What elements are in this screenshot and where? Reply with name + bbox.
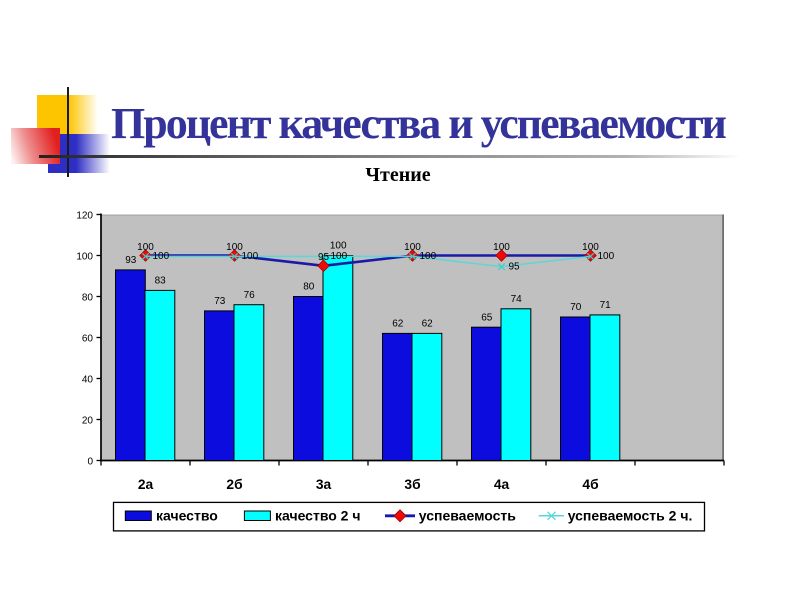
svg-text:62: 62: [392, 319, 404, 330]
svg-text:успеваемость: успеваемость: [419, 508, 516, 524]
svg-text:100: 100: [582, 242, 599, 253]
svg-text:70: 70: [570, 302, 582, 313]
svg-text:100: 100: [137, 242, 154, 253]
svg-text:2б: 2б: [226, 477, 242, 492]
svg-text:40: 40: [82, 375, 94, 386]
svg-text:100: 100: [493, 242, 510, 253]
svg-text:успеваемость 2 ч.: успеваемость 2 ч.: [568, 508, 693, 524]
svg-text:80: 80: [303, 282, 315, 293]
svg-text:3б: 3б: [404, 477, 420, 492]
svg-text:0: 0: [87, 457, 93, 468]
svg-text:качество: качество: [156, 508, 218, 524]
svg-text:100: 100: [331, 251, 348, 262]
svg-text:20: 20: [82, 416, 94, 427]
svg-text:4б: 4б: [582, 477, 598, 492]
svg-text:3а: 3а: [316, 477, 332, 492]
svg-text:71: 71: [600, 300, 612, 311]
svg-text:60: 60: [82, 334, 94, 345]
svg-text:100: 100: [420, 251, 437, 262]
svg-text:95: 95: [318, 252, 330, 263]
svg-text:100: 100: [226, 242, 243, 253]
svg-text:74: 74: [511, 294, 523, 305]
svg-text:100: 100: [153, 251, 170, 262]
svg-text:100: 100: [76, 252, 93, 263]
svg-text:93: 93: [125, 255, 137, 266]
svg-text:76: 76: [244, 290, 256, 301]
svg-text:65: 65: [481, 312, 493, 323]
svg-text:83: 83: [155, 276, 167, 287]
svg-text:100: 100: [404, 242, 421, 253]
svg-text:73: 73: [214, 296, 226, 307]
svg-text:100: 100: [330, 241, 347, 252]
svg-text:100: 100: [598, 251, 615, 262]
svg-text:4а: 4а: [494, 477, 510, 492]
svg-text:100: 100: [242, 251, 259, 262]
svg-text:62: 62: [422, 319, 434, 330]
svg-text:95: 95: [509, 261, 521, 272]
svg-text:качество 2 ч: качество 2 ч: [275, 508, 360, 524]
svg-text:120: 120: [76, 211, 93, 222]
svg-text:80: 80: [82, 293, 94, 304]
svg-text:2а: 2а: [138, 477, 154, 492]
